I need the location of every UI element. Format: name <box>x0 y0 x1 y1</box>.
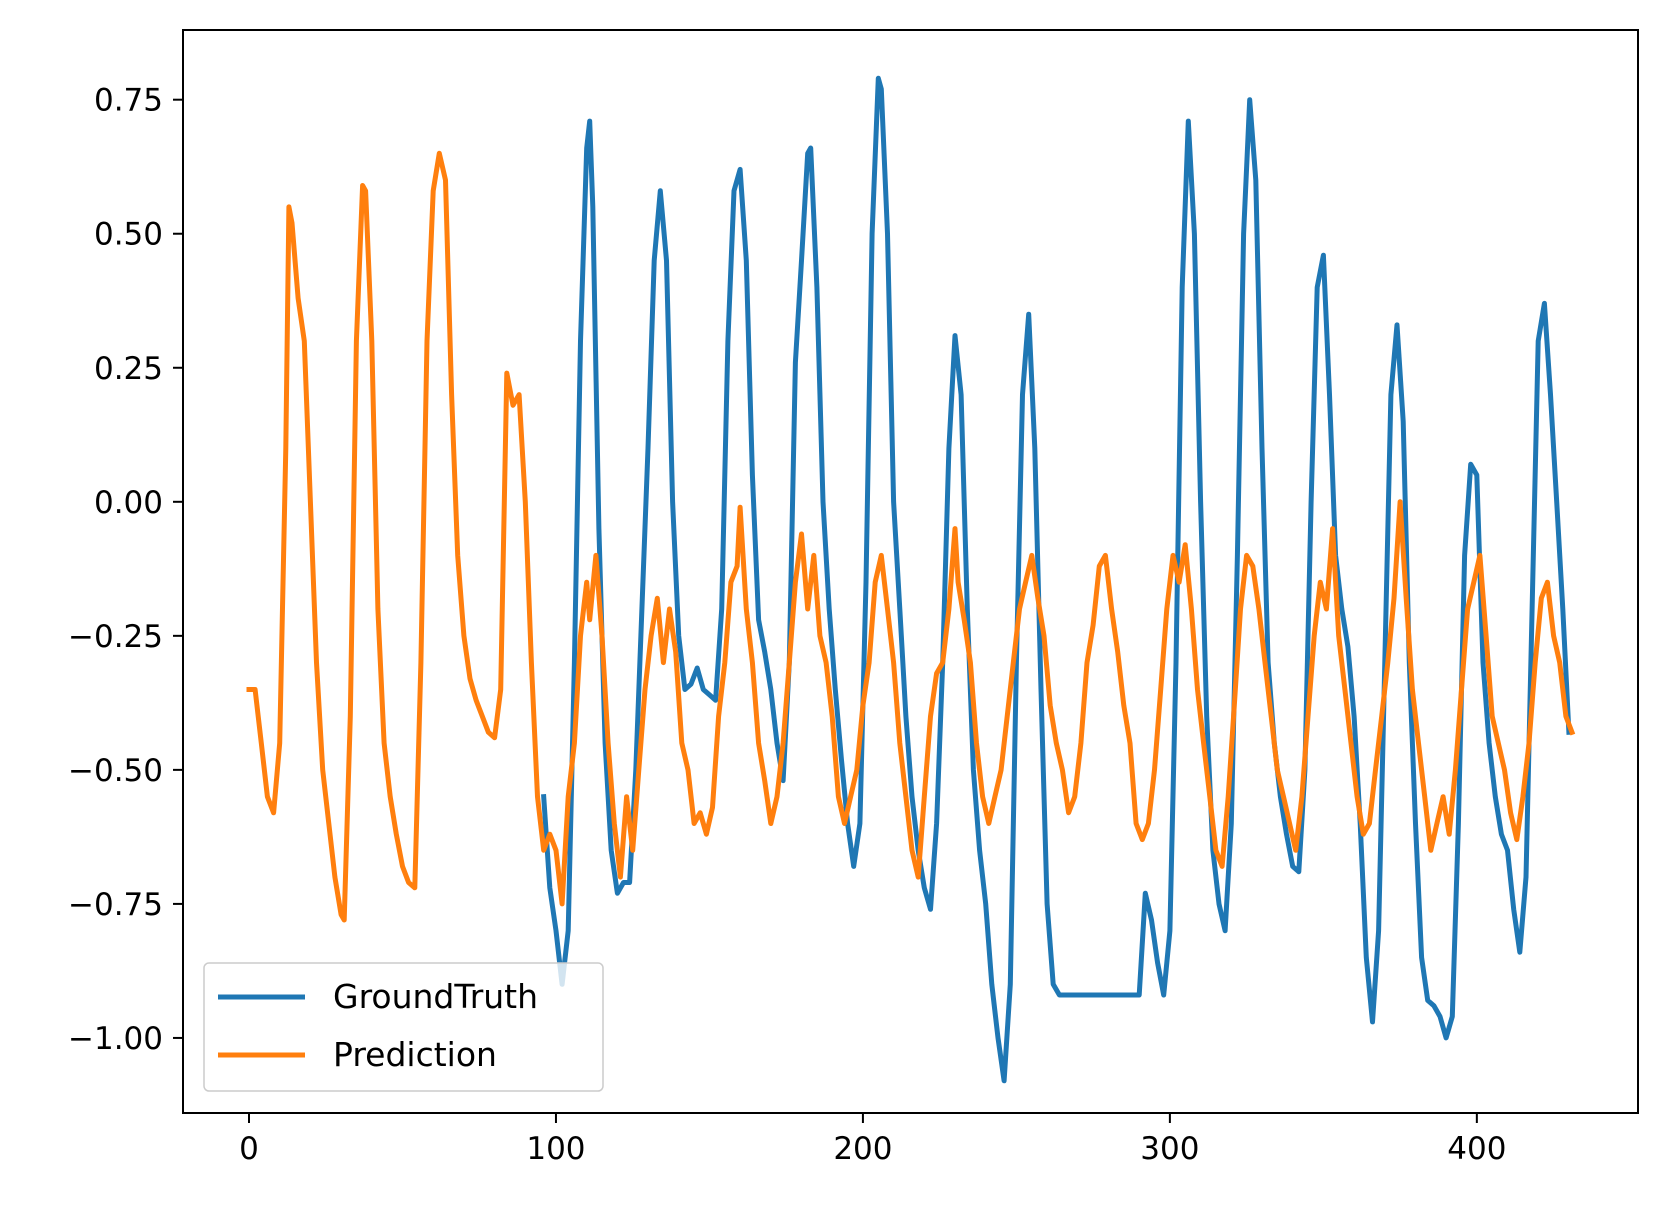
y-tick-label: 0.25 <box>94 351 163 387</box>
y-axis: −1.00 −0.75 −0.50 −0.25 0.00 0.25 0.50 0.75 <box>68 83 183 1057</box>
series-line-groundtruth <box>541 75 1572 1084</box>
y-tick-label: −0.25 <box>68 619 163 655</box>
y-tick-label: −0.75 <box>68 887 163 923</box>
legend-label-groundtruth: GroundTruth <box>333 977 538 1016</box>
legend: GroundTruth Prediction <box>203 962 604 1092</box>
y-tick-label: −1.00 <box>68 1021 163 1057</box>
x-tick-label: 0 <box>239 1131 259 1167</box>
y-tick-label: −0.50 <box>68 753 163 789</box>
plot-frame <box>182 29 1639 1114</box>
series-layer <box>246 75 1576 1084</box>
y-tick-label: 0.00 <box>94 485 163 521</box>
x-axis: 0 100 200 300 400 <box>239 1113 1506 1167</box>
x-tick-label: 200 <box>833 1131 892 1167</box>
x-tick-label: 100 <box>526 1131 585 1167</box>
y-tick-label: 0.75 <box>94 83 163 119</box>
y-tick-label: 0.50 <box>94 217 163 253</box>
x-tick-label: 300 <box>1140 1131 1199 1167</box>
x-tick-label: 400 <box>1447 1131 1506 1167</box>
legend-label-prediction: Prediction <box>333 1035 497 1074</box>
series-line-prediction <box>246 150 1576 923</box>
